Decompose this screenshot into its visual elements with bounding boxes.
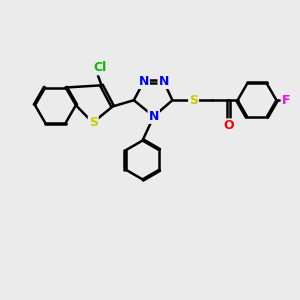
Text: S: S <box>189 94 198 107</box>
Text: N: N <box>158 75 169 88</box>
Text: N: N <box>148 110 159 123</box>
Text: S: S <box>89 116 98 129</box>
Text: F: F <box>282 94 290 107</box>
Text: Cl: Cl <box>93 61 106 74</box>
Text: N: N <box>139 75 149 88</box>
Text: O: O <box>223 119 234 132</box>
